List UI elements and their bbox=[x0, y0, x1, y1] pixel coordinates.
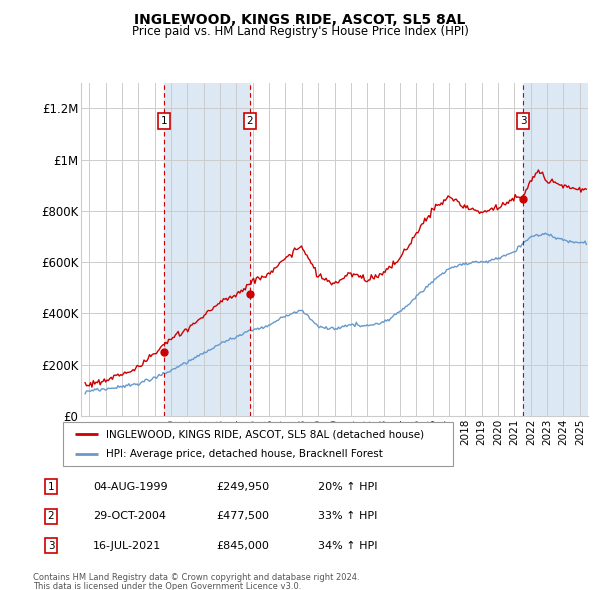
Text: £249,950: £249,950 bbox=[216, 482, 269, 491]
Bar bbox=[523, 83, 588, 416]
Text: 1: 1 bbox=[47, 482, 55, 491]
Text: 2: 2 bbox=[247, 116, 253, 126]
FancyBboxPatch shape bbox=[63, 422, 453, 466]
Text: This data is licensed under the Open Government Licence v3.0.: This data is licensed under the Open Gov… bbox=[33, 582, 301, 590]
Text: £477,500: £477,500 bbox=[216, 512, 269, 521]
Text: 04-AUG-1999: 04-AUG-1999 bbox=[93, 482, 167, 491]
Text: INGLEWOOD, KINGS RIDE, ASCOT, SL5 8AL (detached house): INGLEWOOD, KINGS RIDE, ASCOT, SL5 8AL (d… bbox=[106, 430, 424, 439]
Bar bbox=[164, 83, 250, 416]
Text: 33% ↑ HPI: 33% ↑ HPI bbox=[318, 512, 377, 521]
Text: 29-OCT-2004: 29-OCT-2004 bbox=[93, 512, 166, 521]
Text: INGLEWOOD, KINGS RIDE, ASCOT, SL5 8AL: INGLEWOOD, KINGS RIDE, ASCOT, SL5 8AL bbox=[134, 13, 466, 27]
Text: 1: 1 bbox=[161, 116, 167, 126]
Text: Price paid vs. HM Land Registry's House Price Index (HPI): Price paid vs. HM Land Registry's House … bbox=[131, 25, 469, 38]
Text: Contains HM Land Registry data © Crown copyright and database right 2024.: Contains HM Land Registry data © Crown c… bbox=[33, 573, 359, 582]
Text: 34% ↑ HPI: 34% ↑ HPI bbox=[318, 541, 377, 550]
Text: HPI: Average price, detached house, Bracknell Forest: HPI: Average price, detached house, Brac… bbox=[106, 449, 383, 458]
Text: £845,000: £845,000 bbox=[216, 541, 269, 550]
Text: 2: 2 bbox=[47, 512, 55, 521]
Text: 16-JUL-2021: 16-JUL-2021 bbox=[93, 541, 161, 550]
Text: 20% ↑ HPI: 20% ↑ HPI bbox=[318, 482, 377, 491]
Text: 3: 3 bbox=[520, 116, 527, 126]
Text: 3: 3 bbox=[47, 541, 55, 550]
